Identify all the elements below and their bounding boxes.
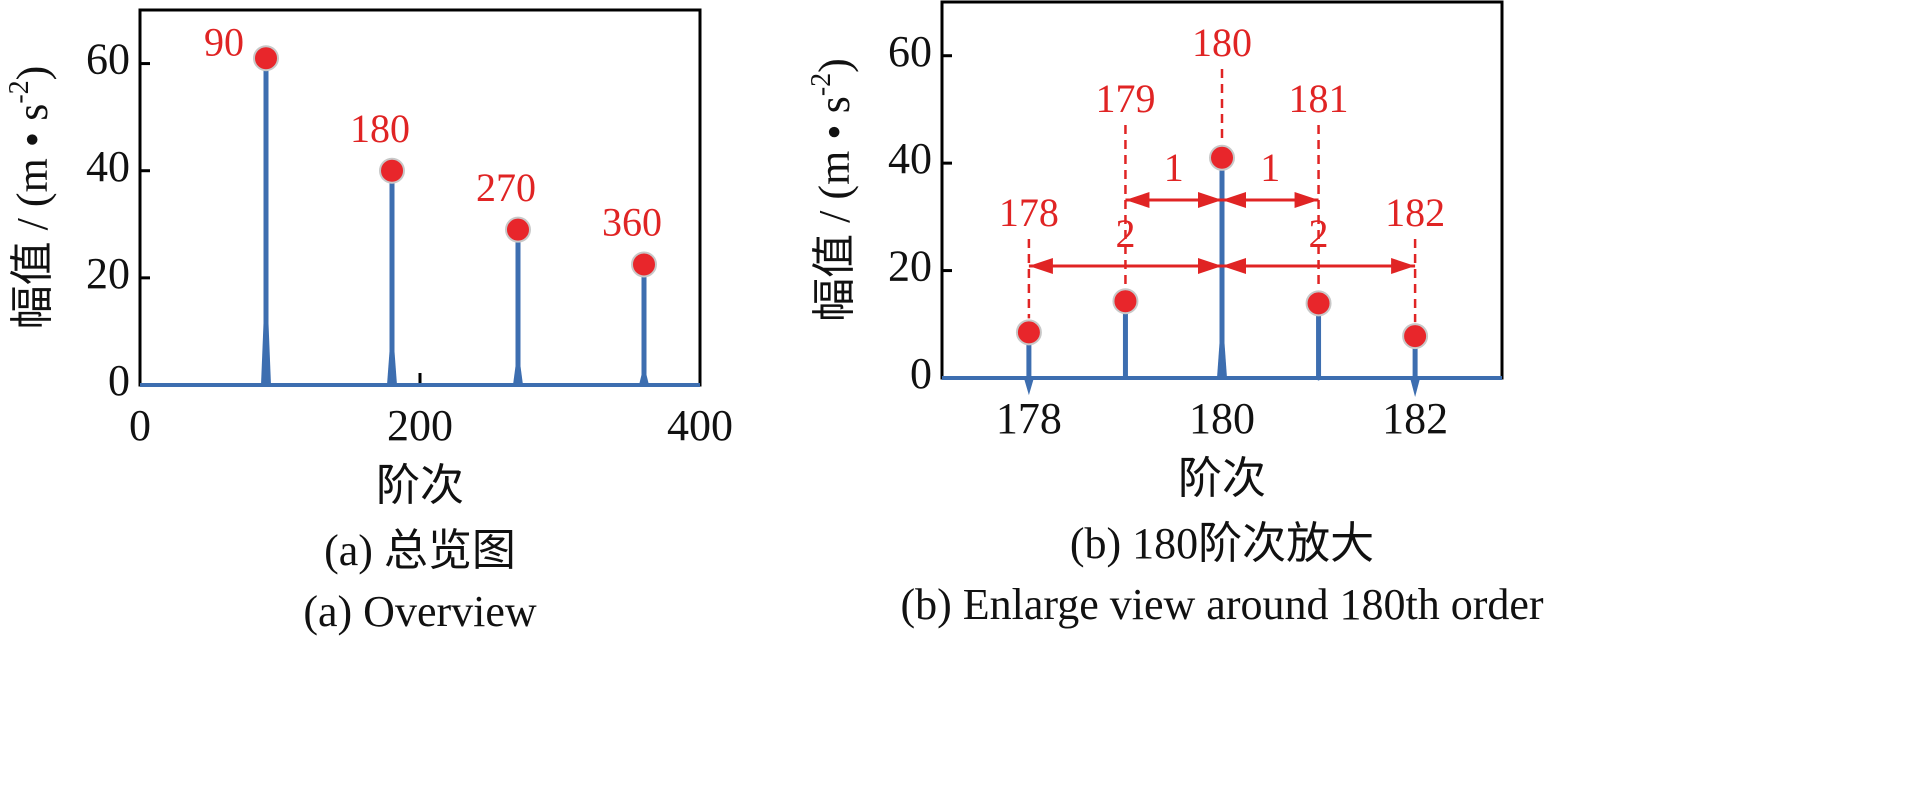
y-axis-label-part: ) <box>8 66 57 81</box>
peak-label: 182 <box>1385 190 1445 235</box>
arrow-head <box>1391 258 1416 274</box>
x-tick-label: 180 <box>1189 394 1255 443</box>
caption: (a) Overview <box>303 587 537 636</box>
stem-base <box>1313 378 1324 381</box>
peak-marker <box>1402 323 1429 350</box>
arrow-head <box>1125 192 1150 208</box>
peak-marker <box>379 157 405 184</box>
y-tick-label: 0 <box>910 349 932 398</box>
interval-label: 1 <box>1260 145 1280 190</box>
x-tick-label: 0 <box>129 401 151 450</box>
peak-label: 179 <box>1095 76 1155 121</box>
stem-base <box>1120 378 1131 380</box>
y-axis-label-part: ) <box>810 58 859 73</box>
peak-marker <box>253 45 279 72</box>
y-axis-label: 幅值 / (m • s-2) <box>806 58 859 322</box>
arrow-head <box>1222 258 1246 274</box>
y-tick-label: 40 <box>86 142 130 191</box>
y-tick-label: 20 <box>888 242 932 291</box>
peak-marker <box>631 251 657 278</box>
peak-label: 90 <box>204 19 244 64</box>
plot-frame <box>138 8 702 387</box>
y-axis-label-part: 幅值 / (m • s <box>810 96 859 322</box>
caption: (b) 180阶次放大 <box>1070 519 1374 568</box>
x-tick-label: 400 <box>667 401 733 450</box>
caption: (a) 总览图 <box>324 526 516 575</box>
arrow-head <box>1028 258 1053 274</box>
x-tick-label: 200 <box>387 401 453 450</box>
x-tick-label: 178 <box>996 394 1062 443</box>
y-tick-label: 60 <box>888 27 932 76</box>
arrow-head <box>1294 192 1319 208</box>
y-axis-label-part: 幅值 / (m • s <box>8 104 57 330</box>
y-tick-label: 20 <box>86 249 130 298</box>
peak-marker <box>505 216 531 243</box>
arrow-head <box>1222 192 1246 208</box>
peak-marker <box>1305 290 1332 317</box>
y-axis-label-part: -2 <box>4 80 35 103</box>
stem-base <box>1023 378 1034 396</box>
stem-base <box>1410 378 1421 398</box>
y-axis-label-part: -2 <box>806 73 837 96</box>
y-tick-label: 40 <box>888 134 932 183</box>
y-tick-label: 60 <box>86 35 130 84</box>
caption: (b) Enlarge view around 180th order <box>900 580 1543 629</box>
x-axis-label: 阶次 <box>1178 454 1266 503</box>
peak-label: 178 <box>999 190 1059 235</box>
peak-marker <box>1112 288 1139 315</box>
x-tick-label: 182 <box>1382 394 1448 443</box>
x-axis-label: 阶次 <box>376 461 464 510</box>
y-tick-label: 0 <box>108 356 130 405</box>
interval-label: 2 <box>1309 211 1329 256</box>
y-axis-label: 幅值 / (m • s-2) <box>4 66 57 330</box>
peak-label: 181 <box>1289 76 1349 121</box>
arrow-head <box>1198 192 1222 208</box>
peak-label: 180 <box>1192 20 1252 65</box>
peak-label: 180 <box>350 106 410 151</box>
peak-label: 270 <box>476 165 536 210</box>
interval-label: 1 <box>1164 145 1184 190</box>
arrow-head <box>1198 258 1222 274</box>
peak-marker <box>1015 319 1042 346</box>
peak-label: 360 <box>602 200 662 245</box>
peak-marker <box>1209 144 1235 171</box>
interval-label: 2 <box>1115 211 1135 256</box>
